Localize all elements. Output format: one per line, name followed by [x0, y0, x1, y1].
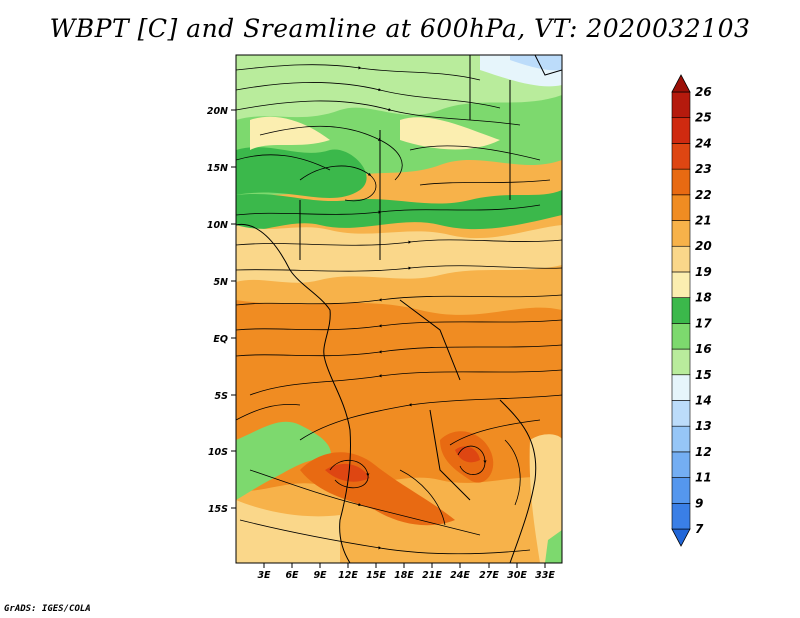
- lon-label: 12E: [338, 570, 358, 581]
- colorbar-label: 9: [695, 496, 703, 510]
- lat-label: 10S: [208, 447, 228, 458]
- wbpt-field: [236, 55, 562, 563]
- lon-label: 30E: [507, 570, 527, 581]
- colorbar-label: 17: [695, 316, 712, 330]
- colorbar-swatch: [671, 451, 691, 478]
- lon-label: 15E: [366, 570, 386, 581]
- colorbar-label: 13: [695, 419, 712, 433]
- streamlines: [236, 64, 562, 555]
- colorbar-swatch: [671, 143, 691, 170]
- colorbar-swatch: [671, 374, 691, 401]
- lat-label: EQ: [213, 334, 228, 345]
- colorbar-label: 21: [695, 214, 712, 228]
- colorbar-label: 20: [695, 239, 712, 253]
- colorbar-swatch: [671, 297, 691, 324]
- colorbar-label: 11: [695, 471, 712, 485]
- lat-label: 15N: [207, 163, 228, 174]
- footer-credit: GrADS: IGES/COLA: [4, 604, 91, 614]
- colorbar-label: 19: [695, 265, 712, 279]
- colorbar-label: 14: [695, 393, 712, 407]
- colorbar-swatch: [671, 425, 691, 453]
- colorbar-label: 18: [695, 291, 712, 305]
- colorbar-label: 22: [695, 188, 712, 202]
- colorbar-swatch: [671, 220, 691, 247]
- colorbar-swatch: [671, 502, 691, 530]
- lat-label: 10N: [207, 220, 228, 231]
- colorbar-label: 15: [695, 368, 712, 382]
- colorbar-swatch: [671, 168, 691, 196]
- lat-label: 5S: [215, 391, 229, 402]
- colorbar-label: 23: [695, 162, 712, 176]
- chart-title: WBPT [C] and Sreamline at 600hPa, VT: 20…: [49, 14, 751, 43]
- colorbar-swatch: [671, 528, 691, 547]
- lon-label: 18E: [394, 570, 414, 581]
- lon-label: 21E: [422, 570, 442, 581]
- colorbar-swatch: [671, 245, 691, 273]
- lat-axis: 20N 15N 10N 5N EQ 5S 10S 15S: [207, 106, 236, 515]
- colorbar-swatch: [671, 323, 691, 350]
- colorbar-label: 7: [695, 522, 704, 536]
- lon-label: 24E: [450, 570, 470, 581]
- colorbar-swatch: [671, 117, 691, 144]
- lon-label: 9E: [313, 570, 327, 581]
- coastlines: [236, 55, 562, 563]
- colorbar-swatch: [671, 271, 691, 298]
- colorbar-swatch: [671, 74, 691, 93]
- map-frame: [235, 54, 563, 564]
- lat-label: 20N: [207, 106, 228, 117]
- colorbar-label: 24: [695, 136, 712, 150]
- colorbar-swatch: [671, 348, 691, 376]
- colorbar-label: 16: [695, 342, 712, 356]
- colorbar-label: 26: [695, 85, 712, 99]
- lon-label: 6E: [285, 570, 299, 581]
- lat-label: 15S: [208, 504, 228, 515]
- colorbar-swatch: [671, 194, 691, 221]
- lon-axis: 3E 6E 9E 12E 15E 18E 21E 24E 27E 30E 33E: [257, 563, 555, 581]
- colorbar-swatch: [671, 477, 691, 504]
- lon-label: 3E: [257, 570, 271, 581]
- colorbar-swatch: [671, 91, 691, 119]
- colorbar-label: 12: [695, 445, 712, 459]
- colorbar: 7 9 11 12 13 14 15 16 17 18 19 20 21 22 23 24 25 26: [671, 74, 712, 547]
- lat-label: 5N: [213, 277, 228, 288]
- colorbar-label: 25: [695, 111, 712, 125]
- lon-label: 33E: [535, 570, 555, 581]
- colorbar-swatch: [671, 400, 691, 427]
- lon-label: 27E: [479, 570, 499, 581]
